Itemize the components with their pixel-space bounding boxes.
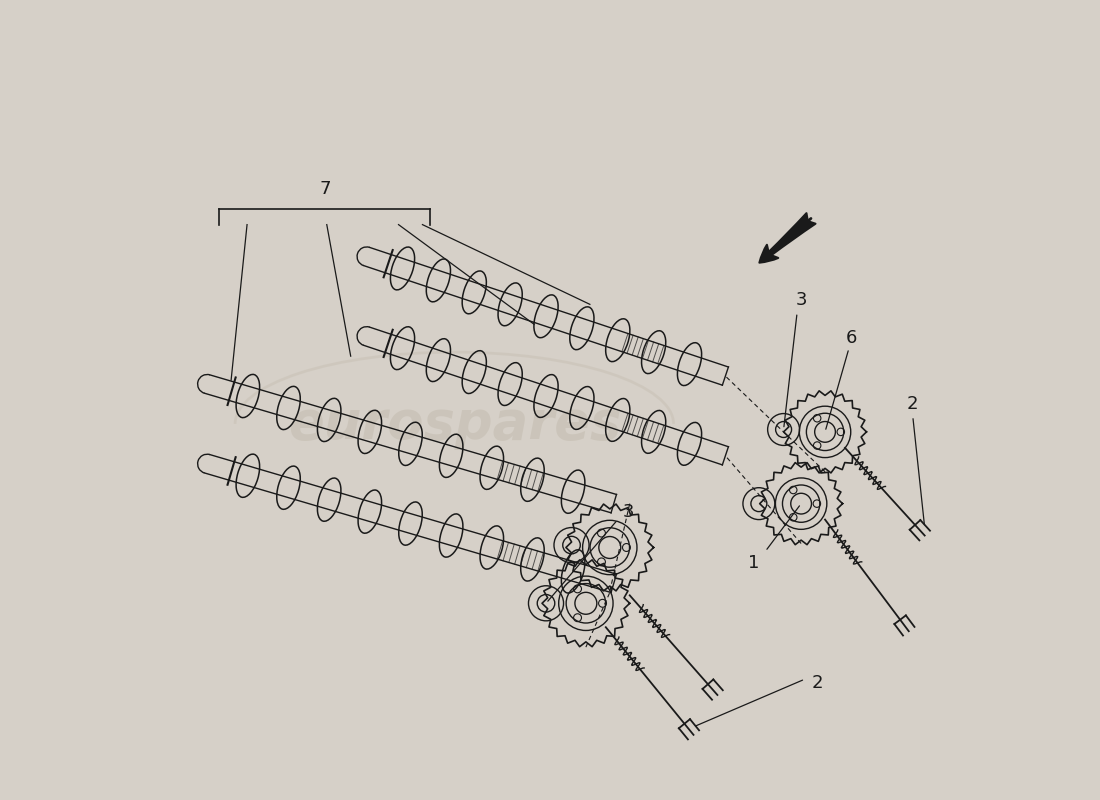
Text: 3: 3 — [623, 502, 634, 521]
Text: eurospares: eurospares — [287, 398, 622, 450]
Text: 2: 2 — [812, 674, 823, 692]
Text: 1: 1 — [748, 554, 759, 573]
Text: 6: 6 — [846, 329, 857, 347]
Text: 7: 7 — [319, 180, 330, 198]
Text: 2: 2 — [908, 395, 918, 413]
Text: 3: 3 — [795, 291, 807, 310]
